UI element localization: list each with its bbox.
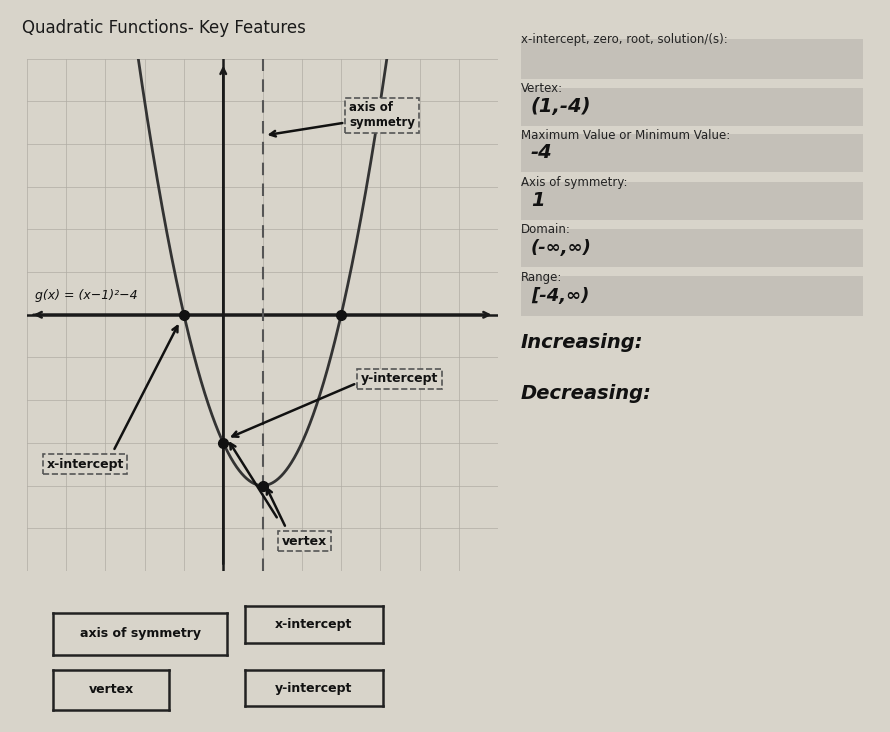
Text: vertex: vertex bbox=[282, 534, 328, 548]
Text: axis of
symmetry: axis of symmetry bbox=[349, 101, 415, 130]
Text: vertex: vertex bbox=[89, 684, 134, 696]
Text: Quadratic Functions- Key Features: Quadratic Functions- Key Features bbox=[22, 19, 306, 37]
Text: (1,-4): (1,-4) bbox=[531, 97, 592, 116]
Text: x-intercept: x-intercept bbox=[275, 618, 352, 631]
Text: x-intercept: x-intercept bbox=[46, 458, 124, 471]
Text: Decreasing:: Decreasing: bbox=[521, 384, 651, 403]
Text: Range:: Range: bbox=[521, 271, 562, 284]
Text: [-4,∞): [-4,∞) bbox=[531, 287, 589, 305]
Text: -4: -4 bbox=[531, 143, 553, 163]
Text: y-intercept: y-intercept bbox=[360, 373, 438, 385]
Text: y-intercept: y-intercept bbox=[275, 681, 352, 695]
Text: (-∞,∞): (-∞,∞) bbox=[531, 239, 592, 257]
Text: Maximum Value or Minimum Value:: Maximum Value or Minimum Value: bbox=[521, 129, 730, 142]
Text: Domain:: Domain: bbox=[521, 223, 570, 236]
Text: Increasing:: Increasing: bbox=[521, 333, 643, 352]
Text: Axis of symmetry:: Axis of symmetry: bbox=[521, 176, 627, 189]
Text: Vertex:: Vertex: bbox=[521, 82, 562, 95]
Text: axis of symmetry: axis of symmetry bbox=[80, 627, 200, 640]
Text: x-intercept, zero, root, solution/(s):: x-intercept, zero, root, solution/(s): bbox=[521, 33, 727, 46]
Text: 1: 1 bbox=[531, 191, 545, 210]
Text: g(x) = (x−1)²−4: g(x) = (x−1)²−4 bbox=[35, 289, 137, 302]
